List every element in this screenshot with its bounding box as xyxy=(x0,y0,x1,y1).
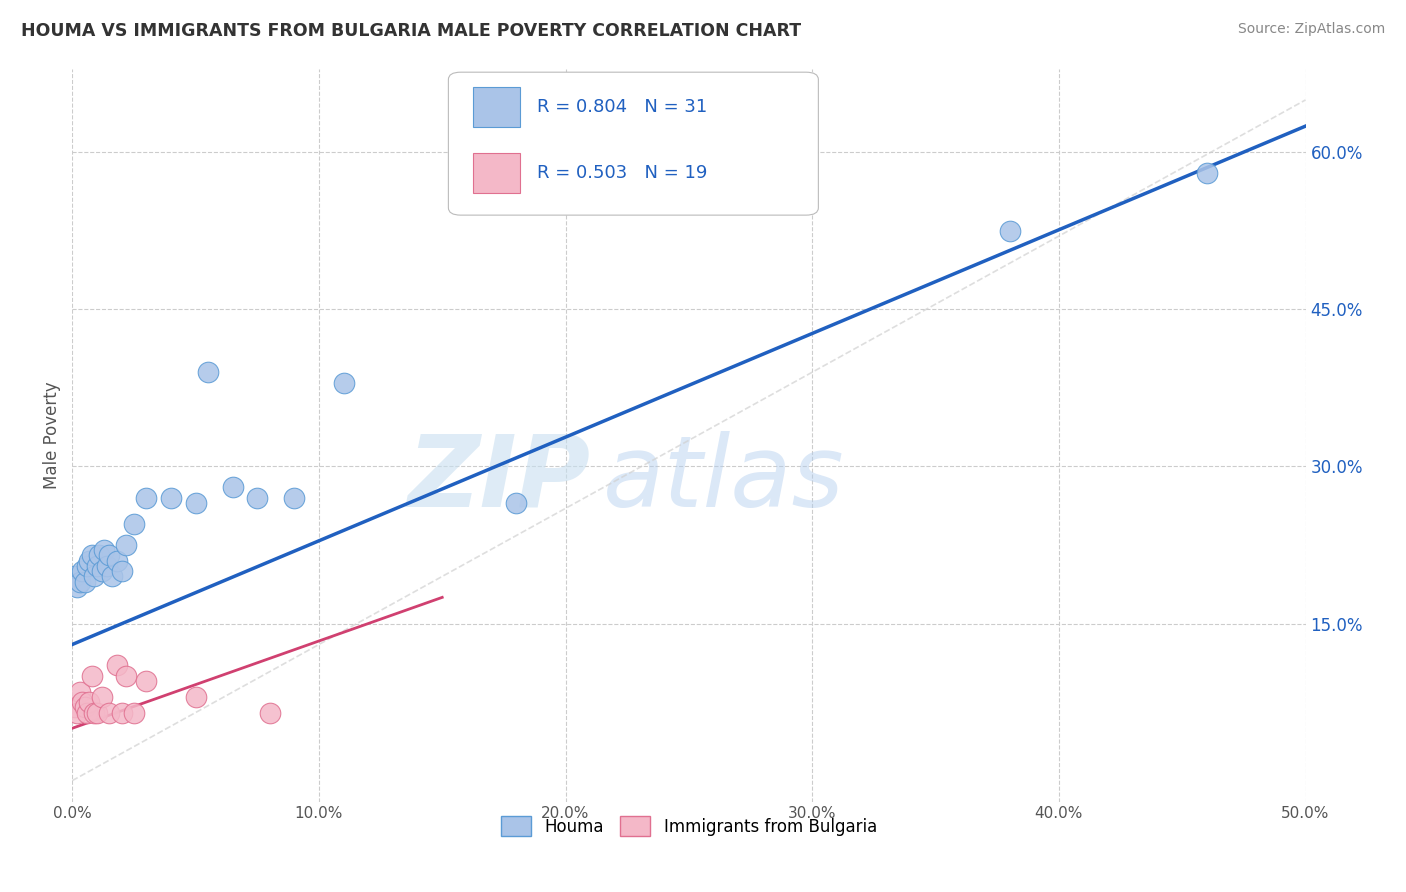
Immigrants from Bulgaria xyxy=(115,669,138,683)
Houma xyxy=(73,574,96,589)
Text: R = 0.804   N = 31: R = 0.804 N = 31 xyxy=(537,97,707,116)
Houma xyxy=(79,554,101,568)
Legend: Houma, Immigrants from Bulgaria: Houma, Immigrants from Bulgaria xyxy=(492,807,886,845)
Immigrants from Bulgaria xyxy=(70,695,93,709)
Houma xyxy=(83,569,105,583)
Text: HOUMA VS IMMIGRANTS FROM BULGARIA MALE POVERTY CORRELATION CHART: HOUMA VS IMMIGRANTS FROM BULGARIA MALE P… xyxy=(21,22,801,40)
Houma xyxy=(246,491,269,505)
Houma xyxy=(86,558,108,573)
Immigrants from Bulgaria xyxy=(86,706,108,720)
Houma xyxy=(505,496,527,510)
Immigrants from Bulgaria xyxy=(83,706,105,720)
Houma xyxy=(70,564,93,578)
Houma xyxy=(998,224,1021,238)
Houma xyxy=(90,564,112,578)
Houma xyxy=(80,549,103,563)
Immigrants from Bulgaria xyxy=(105,658,128,673)
Houma xyxy=(76,558,98,573)
Houma xyxy=(93,543,115,558)
Houma xyxy=(105,554,128,568)
Houma xyxy=(66,580,89,594)
Houma xyxy=(135,491,157,505)
FancyBboxPatch shape xyxy=(449,72,818,215)
Immigrants from Bulgaria xyxy=(69,684,91,698)
Houma xyxy=(63,569,86,583)
Text: atlas: atlas xyxy=(603,431,844,527)
Immigrants from Bulgaria xyxy=(66,706,89,720)
Y-axis label: Male Poverty: Male Poverty xyxy=(44,381,60,489)
Houma xyxy=(115,538,138,552)
Houma xyxy=(110,564,132,578)
Immigrants from Bulgaria xyxy=(110,706,132,720)
Houma xyxy=(197,365,219,379)
Houma xyxy=(69,574,91,589)
Immigrants from Bulgaria xyxy=(122,706,145,720)
Houma xyxy=(122,517,145,532)
Houma xyxy=(283,491,305,505)
Houma xyxy=(1195,166,1218,180)
Immigrants from Bulgaria xyxy=(79,695,101,709)
Houma xyxy=(89,549,111,563)
Houma xyxy=(100,569,122,583)
Immigrants from Bulgaria xyxy=(135,674,157,689)
FancyBboxPatch shape xyxy=(472,87,520,128)
Houma xyxy=(332,376,354,390)
Houma xyxy=(184,496,207,510)
Text: Source: ZipAtlas.com: Source: ZipAtlas.com xyxy=(1237,22,1385,37)
Immigrants from Bulgaria xyxy=(76,706,98,720)
Immigrants from Bulgaria xyxy=(98,706,121,720)
Text: ZIP: ZIP xyxy=(408,431,591,527)
Immigrants from Bulgaria xyxy=(90,690,112,704)
Immigrants from Bulgaria xyxy=(80,669,103,683)
Houma xyxy=(98,549,121,563)
Immigrants from Bulgaria xyxy=(184,690,207,704)
Immigrants from Bulgaria xyxy=(63,700,86,714)
Houma xyxy=(160,491,183,505)
FancyBboxPatch shape xyxy=(472,153,520,194)
Immigrants from Bulgaria xyxy=(259,706,281,720)
Text: R = 0.503   N = 19: R = 0.503 N = 19 xyxy=(537,163,707,182)
Houma xyxy=(96,558,118,573)
Immigrants from Bulgaria xyxy=(73,700,96,714)
Houma xyxy=(221,480,243,494)
